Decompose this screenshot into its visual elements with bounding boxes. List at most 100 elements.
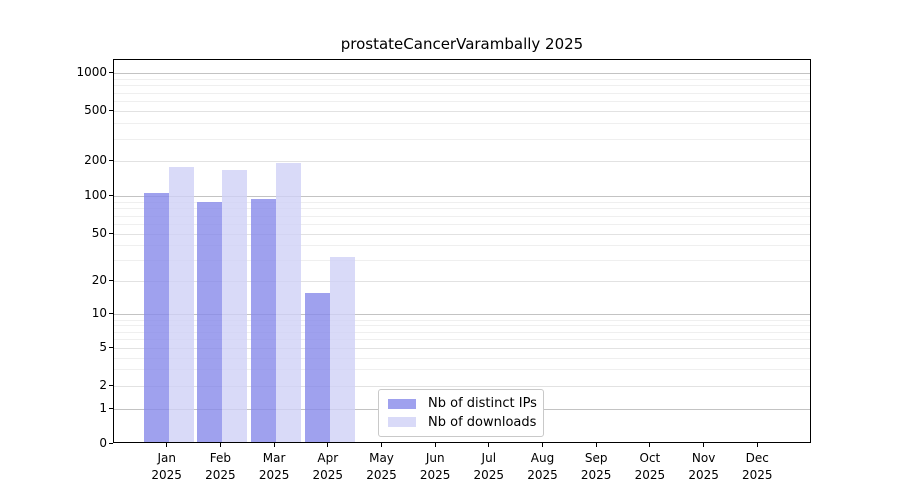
x-tick-year-dec: 2025 xyxy=(742,468,773,482)
y-tick-label-200: 200 xyxy=(84,153,107,167)
gridline-30 xyxy=(114,260,810,262)
x-tick-label-nov: Nov 2025 xyxy=(676,450,732,484)
gridline-80 xyxy=(114,208,810,210)
x-tick-apr xyxy=(327,443,329,447)
bar-nb-of-downloads-mar xyxy=(276,162,302,442)
x-tick-label-sep: Sep 2025 xyxy=(568,450,624,484)
gridline-50 xyxy=(114,234,810,235)
gridline-300 xyxy=(114,138,810,140)
bar-nb-of-downloads-apr xyxy=(329,256,355,442)
legend-swatch-distinct-ips xyxy=(388,398,416,409)
gridline-3 xyxy=(114,369,810,371)
x-tick-nov xyxy=(703,443,705,447)
y-tick-1 xyxy=(109,407,113,409)
y-tick-label-5: 5 xyxy=(99,340,107,355)
x-tick-jun xyxy=(434,443,436,447)
y-tick-label-20: 20 xyxy=(91,273,107,287)
x-tick-feb xyxy=(219,443,221,447)
x-tick-label-jul: Jul 2025 xyxy=(461,450,517,484)
y-tick-100 xyxy=(109,194,113,196)
gridline-20 xyxy=(114,281,810,282)
gridline-70 xyxy=(114,215,810,217)
gridline-7 xyxy=(114,331,810,333)
gridline-9 xyxy=(114,319,810,321)
y-tick-label-500: 500 xyxy=(84,103,107,117)
x-tick-label-jun: Jun 2025 xyxy=(407,450,463,484)
x-tick-label-mar: Mar 2025 xyxy=(246,450,302,484)
gridline-5 xyxy=(114,348,810,350)
x-tick-label-feb: Feb 2025 xyxy=(192,450,248,484)
x-tick-year-jan: 2025 xyxy=(151,468,182,482)
y-tick-label-1: 1 xyxy=(99,401,107,416)
y-tick-5 xyxy=(109,346,113,348)
x-tick-year-nov: 2025 xyxy=(688,468,719,482)
y-tick-20 xyxy=(109,279,113,281)
gridline-900 xyxy=(114,79,810,80)
x-tick-label-may: May 2025 xyxy=(354,450,410,484)
y-tick-10 xyxy=(109,312,113,314)
gridline-6 xyxy=(114,339,810,341)
x-tick-year-oct: 2025 xyxy=(634,468,666,482)
gridline-700 xyxy=(114,92,810,94)
x-tick-jul xyxy=(488,443,490,447)
x-tick-year-jun: 2025 xyxy=(419,468,451,482)
x-tick-year-sep: 2025 xyxy=(580,468,612,482)
gridline-40 xyxy=(114,245,810,247)
legend-label-distinct-ips: Nb of distinct IPs xyxy=(428,396,537,412)
legend-swatch-downloads xyxy=(388,417,416,428)
bar-nb-of-downloads-feb xyxy=(222,170,248,442)
y-tick-0 xyxy=(109,442,113,444)
x-tick-dec xyxy=(756,443,758,447)
y-tick-label-1000: 1000 xyxy=(76,65,107,80)
y-tick-label-0: 0 xyxy=(99,436,107,450)
gridline-90 xyxy=(114,201,810,203)
bar-nb-of-distinct-ips-jan xyxy=(143,192,169,442)
x-tick-aug xyxy=(542,443,543,447)
bar-nb-of-distinct-ips-feb xyxy=(197,201,223,442)
y-tick-label-50: 50 xyxy=(91,226,107,240)
gridline-600 xyxy=(114,101,810,103)
y-tick-2 xyxy=(109,384,113,386)
gridline-1000 xyxy=(114,73,810,75)
gridline-4 xyxy=(114,357,810,359)
x-tick-jan xyxy=(166,443,168,447)
x-tick-sep xyxy=(595,443,597,447)
bar-nb-of-distinct-ips-apr xyxy=(304,292,330,442)
y-tick-label-10: 10 xyxy=(91,306,107,321)
x-tick-label-dec: Dec 2025 xyxy=(729,450,785,484)
gridline-100 xyxy=(114,196,810,197)
chart-title: prostateCancerVarambally 2025 xyxy=(340,35,584,53)
gridline-2 xyxy=(114,386,810,387)
gridline-10 xyxy=(114,314,810,316)
x-tick-year-jul: 2025 xyxy=(473,468,505,482)
x-tick-label-aug: Aug 2025 xyxy=(515,450,571,484)
y-tick-500 xyxy=(109,109,113,111)
gridline-500 xyxy=(114,111,810,112)
x-tick-year-mar: 2025 xyxy=(258,468,290,482)
gridline-400 xyxy=(114,123,810,125)
gridline-200 xyxy=(114,161,810,162)
legend-item-distinct-ips: Nb of distinct IPs xyxy=(388,396,537,412)
y-tick-200 xyxy=(109,159,113,161)
plot-area xyxy=(113,59,811,443)
gridline-800 xyxy=(114,85,810,87)
gridline-60 xyxy=(114,224,810,225)
legend-item-downloads: Nb of downloads xyxy=(388,415,536,430)
y-tick-1000 xyxy=(109,71,113,73)
bar-nb-of-downloads-jan xyxy=(168,167,194,442)
bar-nb-of-distinct-ips-mar xyxy=(251,198,277,442)
y-tick-50 xyxy=(109,232,113,234)
y-tick-label-2: 2 xyxy=(99,378,107,392)
x-tick-label-apr: Apr 2025 xyxy=(300,450,356,484)
x-tick-year-feb: 2025 xyxy=(205,468,236,482)
legend: Nb of distinct IPs Nb of downloads xyxy=(378,389,544,437)
x-tick-mar xyxy=(273,443,275,447)
x-tick-year-apr: 2025 xyxy=(312,468,344,482)
y-tick-label-100: 100 xyxy=(84,188,107,202)
x-tick-year-aug: 2025 xyxy=(527,468,558,482)
x-tick-label-jan: Jan 2025 xyxy=(139,450,195,484)
x-tick-year-may: 2025 xyxy=(366,468,397,482)
x-tick-may xyxy=(381,443,382,447)
gridline-8 xyxy=(114,325,810,327)
